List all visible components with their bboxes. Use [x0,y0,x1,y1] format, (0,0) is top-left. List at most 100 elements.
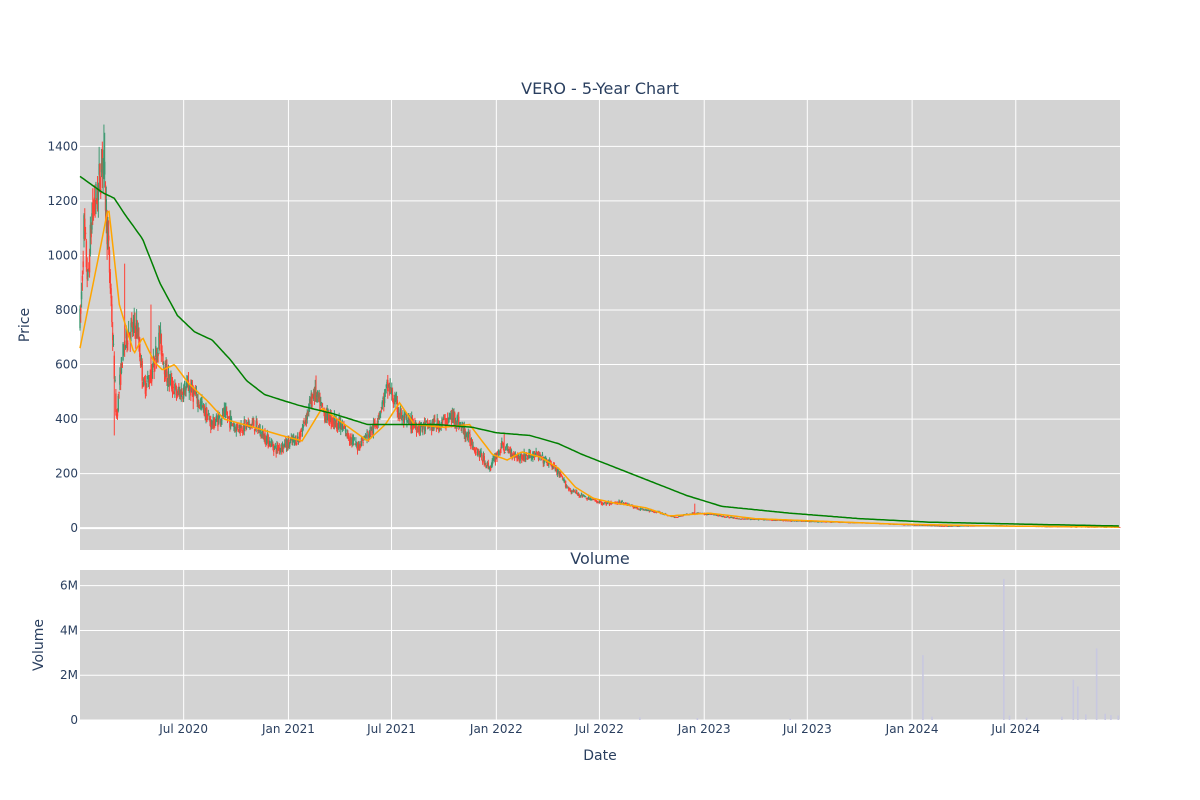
candle-body [813,521,816,523]
candle-body [252,421,254,424]
candle-body [565,485,568,487]
candle-body [269,440,271,445]
candle-body [816,521,819,523]
price-y-tick-label: 0 [70,521,78,535]
candle-body [949,525,951,527]
candle-body [191,384,194,392]
candle-body [280,448,282,450]
candle-body [793,520,796,522]
candle-body [334,420,336,426]
candle-body [296,442,298,445]
candle-body [340,422,342,430]
candle-body [705,513,707,515]
candle-body [567,486,569,489]
price-y-gridlines [80,145,1120,530]
candle-body [245,424,247,429]
candle-body [295,438,297,446]
candle-body [414,425,417,429]
candle-body [915,524,918,526]
candle-body [541,454,544,456]
candle-body [505,446,507,451]
candle-body [941,525,943,527]
candle-body [219,419,222,424]
candle-body [229,416,231,428]
candle-body [292,438,294,443]
candle-body [186,380,188,388]
candle-body [348,434,350,439]
candle-body [421,425,423,428]
candle-body [329,413,332,419]
candle-body [241,430,244,433]
candle-body [549,460,552,462]
candle-body [350,437,352,441]
candle-body [452,413,454,419]
candle-body [369,427,371,436]
volume-bar [922,655,924,720]
candle-body [312,394,315,399]
candle-body [806,521,808,522]
candle-body [123,340,126,350]
candle-body [291,438,293,442]
candle-body [170,378,173,389]
candle-body [731,517,733,519]
candle-body [706,514,709,516]
candle-body [547,461,549,464]
candle-body [610,501,612,505]
candle-body [934,525,937,527]
candle-body [179,390,182,399]
candle-body [548,459,551,461]
candle-body [521,455,523,460]
candle-body [173,392,175,394]
candle-body [407,417,410,422]
candle-body [742,518,745,520]
candle-body [446,422,448,424]
candle-body [579,495,581,497]
candle-body [796,521,798,522]
candle-body [449,417,451,420]
candle-body [946,525,948,527]
candle-body [228,416,230,419]
candle-body [937,525,939,527]
candle-body [308,398,311,408]
candle-body [454,421,457,424]
candle-body [554,467,556,470]
candle-body [442,420,444,422]
candle-body [147,375,149,379]
candle-body [561,476,564,478]
candle-body [96,200,98,203]
candle-body [483,455,485,465]
candle-body [351,437,353,443]
candle-body [155,352,158,364]
candle-body [458,416,460,428]
candle-body [564,480,566,482]
candle-body [728,517,730,519]
candle-body [352,438,354,445]
candle-body [932,525,934,527]
candle-body [924,525,926,527]
candle-body [221,419,223,421]
candle-body [128,332,131,336]
candle-body [750,518,753,520]
candle-body [527,455,529,458]
candle-body [762,519,765,521]
volume-bar [1095,648,1098,720]
candle-body [227,416,230,418]
candle-body [560,473,562,477]
candle-body [193,390,195,395]
candle-body [299,434,301,440]
candle-body [594,499,596,501]
candle-body [442,417,445,420]
candle-body [124,345,127,348]
candle-body [934,525,936,527]
volume-bar [1110,715,1112,720]
candle-body [558,471,560,477]
candle-body [473,446,476,452]
candle-body [189,387,191,389]
x-tick-label: Jan 2021 [261,722,315,736]
volume-bar [1003,578,1005,720]
candle-body [375,425,378,428]
candle-body [765,519,768,521]
volume-bar [1061,716,1063,720]
candle-body [454,412,456,424]
candle-body [500,447,502,449]
